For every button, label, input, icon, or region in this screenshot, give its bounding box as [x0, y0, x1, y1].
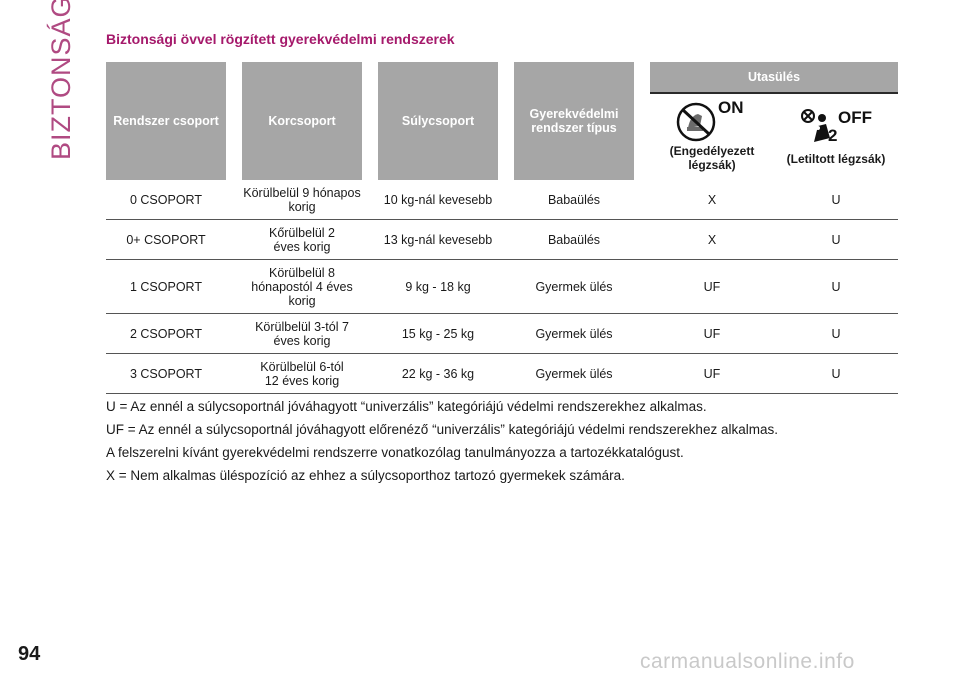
watermark: carmanualsonline.info: [640, 650, 855, 673]
cell-spacer: [226, 260, 242, 314]
note-u: U = Az ennél a súlycsoportnál jóváhagyot…: [106, 399, 707, 414]
section-side-label: BIZTONSÁG: [46, 0, 76, 160]
cell-spacer: [634, 220, 650, 260]
cell-airbag-on: X: [650, 220, 774, 260]
cell-spacer: [226, 180, 242, 220]
cell-weight: 9 kg - 18 kg: [378, 260, 498, 314]
cell-group: 2 CSOPORT: [106, 314, 226, 354]
cell-spacer: [226, 354, 242, 394]
header-passenger-seat: Utasülés: [650, 62, 898, 94]
cell-type: Gyermek ülés: [514, 314, 634, 354]
note-x: X = Nem alkalmas üléspozíció az ehhez a …: [106, 468, 625, 483]
table-row: 0 CSOPORT Körülbelül 9 hónapos korig 10 …: [106, 180, 898, 220]
cell-spacer: [362, 180, 378, 220]
cell-spacer: [226, 314, 242, 354]
note-uf: UF = Az ennél a súlycsoportnál jóváhagyo…: [106, 422, 778, 437]
cell-spacer: [362, 354, 378, 394]
cell-spacer: [498, 260, 514, 314]
cell-weight: 13 kg-nál kevesebb: [378, 220, 498, 260]
airbag-on-caption: (Engedélyezett légzsák): [669, 144, 755, 172]
cell-type: Babaülés: [514, 180, 634, 220]
page-number: 94: [18, 643, 41, 665]
cell-type: Gyermek ülés: [514, 354, 634, 394]
cell-group: 1 CSOPORT: [106, 260, 226, 314]
cell-airbag-on: UF: [650, 260, 774, 314]
cell-airbag-off: U: [774, 314, 898, 354]
table-header-row-1: Rendszer csoport Korcsoport Súlycsoport …: [106, 62, 898, 180]
cell-airbag-on: UF: [650, 314, 774, 354]
header-separator: [362, 62, 378, 180]
airbag-off-caption: (Letiltott légzsák): [786, 152, 886, 166]
header-age: Korcsoport: [242, 62, 362, 180]
header-separator: [226, 62, 242, 180]
cell-spacer: [634, 354, 650, 394]
cell-spacer: [498, 354, 514, 394]
cell-age: Kőrülbelül 2 éves korig: [242, 220, 362, 260]
child-seat-prohibited-icon: [676, 102, 716, 142]
cell-airbag-off: U: [774, 354, 898, 394]
child-seat-table: Rendszer csoport Korcsoport Súlycsoport …: [106, 62, 898, 394]
table-row: 1 CSOPORT Körülbelül 8 hónapostól 4 éves…: [106, 260, 898, 314]
cell-weight: 10 kg-nál kevesebb: [378, 180, 498, 220]
cell-airbag-on: UF: [650, 354, 774, 394]
cell-age: Körülbelül 9 hónapos korig: [242, 180, 362, 220]
cell-spacer: [498, 180, 514, 220]
cell-weight: 15 kg - 25 kg: [378, 314, 498, 354]
cell-type: Babaülés: [514, 220, 634, 260]
cell-type: Gyermek ülés: [514, 260, 634, 314]
cell-spacer: [362, 314, 378, 354]
cell-spacer: [634, 314, 650, 354]
header-weight: Súlycsoport: [378, 62, 498, 180]
cell-airbag-off: U: [774, 220, 898, 260]
cell-spacer: [498, 314, 514, 354]
airbag-on-icon-group: ON: [670, 98, 754, 144]
page-title: Biztonsági övvel rögzített gyerekvédelmi…: [106, 31, 455, 47]
cell-age: Körülbelül 3-tól 7 éves korig: [242, 314, 362, 354]
cell-spacer: [362, 260, 378, 314]
header-airbag-off: OFF 2 (Letiltott légzsák): [774, 94, 898, 180]
table-row: 0+ CSOPORT Kőrülbelül 2 éves korig 13 kg…: [106, 220, 898, 260]
legend-notes: U = Az ennél a súlycsoportnál jóváhagyot…: [106, 398, 906, 490]
table-row: 3 CSOPORT Körülbelül 6-tól 12 éves korig…: [106, 354, 898, 394]
note-catalogue: A felszerelni kívánt gyerekvédelmi rends…: [106, 445, 684, 460]
cell-airbag-off: U: [774, 260, 898, 314]
airbag-off-number: 2: [828, 126, 838, 145]
cell-weight: 22 kg - 36 kg: [378, 354, 498, 394]
header-type: Gyerekvédelmi rendszer típus: [514, 62, 634, 180]
header-airbag-on: ON (Engedélyezett légzsák): [650, 94, 774, 180]
airbag-off-icon: [801, 109, 830, 142]
cell-group: 0 CSOPORT: [106, 180, 226, 220]
airbag-off-icon-group: OFF 2: [794, 98, 878, 145]
header-separator: [498, 62, 514, 180]
cell-spacer: [634, 260, 650, 314]
header-separator: [634, 62, 650, 180]
airbag-on-label: ON: [718, 98, 744, 117]
cell-airbag-off: U: [774, 180, 898, 220]
table-row: 2 CSOPORT Körülbelül 3-tól 7 éves korig …: [106, 314, 898, 354]
cell-group: 0+ CSOPORT: [106, 220, 226, 260]
cell-spacer: [362, 220, 378, 260]
cell-spacer: [634, 180, 650, 220]
header-group: Rendszer csoport: [106, 62, 226, 180]
airbag-off-label: OFF: [838, 108, 872, 127]
table-header-row-2: ON (Engedélyezett légzsák) OFF 2 (Letilt…: [106, 94, 898, 180]
cell-airbag-on: X: [650, 180, 774, 220]
cell-age: Körülbelül 6-tól 12 éves korig: [242, 354, 362, 394]
cell-spacer: [226, 220, 242, 260]
cell-age: Körülbelül 8 hónapostól 4 éves korig: [242, 260, 362, 314]
cell-spacer: [498, 220, 514, 260]
cell-group: 3 CSOPORT: [106, 354, 226, 394]
